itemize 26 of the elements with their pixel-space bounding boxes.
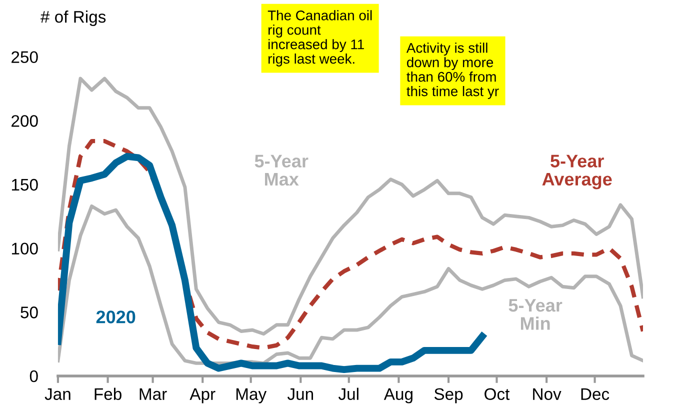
x-tick-label: Nov bbox=[533, 388, 562, 400]
x-tick-label: Oct bbox=[484, 388, 510, 400]
y-tick-label: 50 bbox=[20, 306, 38, 318]
annotation: The Canadian oil rig count increased by 11 rigs last week. bbox=[268, 10, 372, 66]
series-label: 5-Year Min bbox=[508, 299, 562, 330]
line-series bbox=[58, 204, 643, 365]
x-tick-label: May bbox=[236, 388, 267, 404]
annotation: Activity is still down by more than 60% from this time last yr bbox=[406, 42, 499, 99]
series-label: 2020 bbox=[96, 310, 136, 324]
x-tick-label: Aug bbox=[384, 388, 412, 404]
x-tick-label: Jun bbox=[287, 388, 314, 400]
x-tick-label: Dec bbox=[581, 388, 610, 400]
x-tick-label: Apr bbox=[190, 388, 216, 404]
y-tick-label: 250 bbox=[12, 51, 38, 64]
text: 5-Year Max bbox=[254, 154, 308, 186]
y-tick-label: 0 bbox=[30, 370, 38, 382]
y-tick-label: 200 bbox=[12, 115, 38, 127]
y-tick-label: 150 bbox=[12, 178, 38, 191]
text: 5-Year Average bbox=[542, 154, 612, 190]
y-axis-title: # of Rigs bbox=[40, 10, 106, 26]
x-tick-label: Jan bbox=[44, 388, 70, 400]
x-tick-label: Jul bbox=[338, 388, 358, 400]
x-tick-label: Mar bbox=[140, 388, 167, 400]
y-tick-label: 100 bbox=[12, 242, 38, 255]
x-tick-label: Feb bbox=[94, 388, 122, 400]
x-tick-label: Sep bbox=[434, 388, 463, 404]
